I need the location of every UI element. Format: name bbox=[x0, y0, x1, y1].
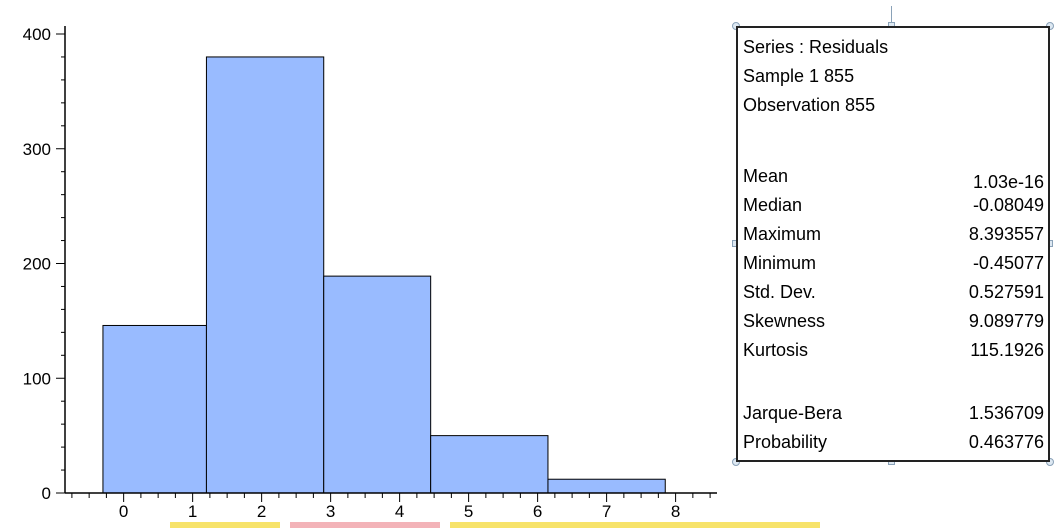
stat-value: 115.1926 bbox=[970, 340, 1044, 360]
x-tick-label: 4 bbox=[395, 502, 404, 521]
stat-label: Mean bbox=[743, 166, 789, 186]
stat-row-kurtosis: Kurtosis 115.1926 bbox=[743, 336, 1046, 365]
stats-header: Series : Residuals Sample 1 855 Observat… bbox=[738, 28, 1048, 120]
highlight-stripe bbox=[170, 522, 280, 528]
x-tick-label: 6 bbox=[533, 502, 542, 521]
stat-value: 0.527591 bbox=[968, 282, 1044, 302]
stat-label: Kurtosis bbox=[743, 340, 809, 360]
y-tick-label: 100 bbox=[23, 369, 51, 388]
stat-value: 1.03e-16 bbox=[972, 172, 1044, 192]
rotation-handle-line bbox=[891, 6, 892, 22]
histogram-bar bbox=[323, 275, 432, 494]
stat-label: Std. Dev. bbox=[743, 282, 816, 302]
x-tick-label: 3 bbox=[326, 502, 335, 521]
stat-value: 8.393557 bbox=[968, 224, 1044, 244]
x-tick-label: 7 bbox=[602, 502, 611, 521]
stat-value: -0.45077 bbox=[972, 253, 1044, 273]
highlight-stripe bbox=[290, 522, 440, 528]
highlight-stripe bbox=[450, 522, 820, 528]
stat-row-std-dev: Std. Dev. 0.527591 bbox=[743, 278, 1046, 307]
x-tick-label: 2 bbox=[257, 502, 266, 521]
stat-label: Jarque-Bera bbox=[743, 403, 843, 423]
stat-row-maximum: Maximum 8.393557 bbox=[743, 220, 1046, 249]
stat-value: 9.089779 bbox=[968, 311, 1044, 331]
x-tick-label: 8 bbox=[671, 502, 680, 521]
y-tick-label: 300 bbox=[23, 140, 51, 159]
stat-row-jarque-bera: Jarque-Bera 1.536709 bbox=[743, 399, 1046, 428]
chart-tick-labels: 0 100 200 300 400 0 1 2 3 4 5 6 7 8 bbox=[23, 25, 681, 521]
series-label: Series : Residuals bbox=[743, 37, 889, 57]
x-tick-label: 5 bbox=[464, 502, 473, 521]
histogram-bar bbox=[430, 435, 549, 494]
y-tick-label: 200 bbox=[23, 255, 51, 274]
histogram-bar bbox=[205, 56, 325, 494]
stat-label: Probability bbox=[743, 432, 828, 452]
stat-label: Minimum bbox=[743, 253, 817, 273]
x-tick-label: 1 bbox=[188, 502, 197, 521]
histogram-bar bbox=[547, 478, 666, 494]
stat-label: Skewness bbox=[743, 311, 826, 331]
stat-label: Maximum bbox=[743, 224, 822, 244]
sample-label: Sample 1 855 bbox=[743, 66, 855, 86]
stat-row-minimum: Minimum -0.45077 bbox=[743, 249, 1046, 278]
histogram-bars bbox=[102, 56, 666, 494]
stat-row-median: Median -0.08049 bbox=[743, 191, 1046, 220]
stat-row-mean: Mean 1.03e-16 bbox=[743, 162, 1046, 192]
stat-value: 1.536709 bbox=[968, 403, 1044, 423]
stats-table-tests: Jarque-Bera 1.536709 Probability 0.46377… bbox=[743, 399, 1046, 457]
statistics-textbox[interactable]: Series : Residuals Sample 1 855 Observat… bbox=[736, 26, 1050, 462]
chart-axes bbox=[64, 26, 717, 494]
histogram-bar bbox=[102, 324, 207, 494]
stat-label: Median bbox=[743, 195, 803, 215]
stats-table: Mean 1.03e-16 Median -0.08049 Maximum 8.… bbox=[743, 162, 1046, 365]
y-tick-label: 0 bbox=[42, 484, 51, 503]
stat-value: 0.463776 bbox=[968, 432, 1044, 452]
y-tick-label: 400 bbox=[23, 25, 51, 44]
chart-ticks bbox=[56, 33, 711, 502]
stat-value: -0.08049 bbox=[972, 195, 1044, 215]
observation-label: Observation 855 bbox=[743, 95, 876, 115]
stat-row-skewness: Skewness 9.089779 bbox=[743, 307, 1046, 336]
stat-row-probability: Probability 0.463776 bbox=[743, 428, 1046, 457]
x-tick-label: 0 bbox=[119, 502, 128, 521]
